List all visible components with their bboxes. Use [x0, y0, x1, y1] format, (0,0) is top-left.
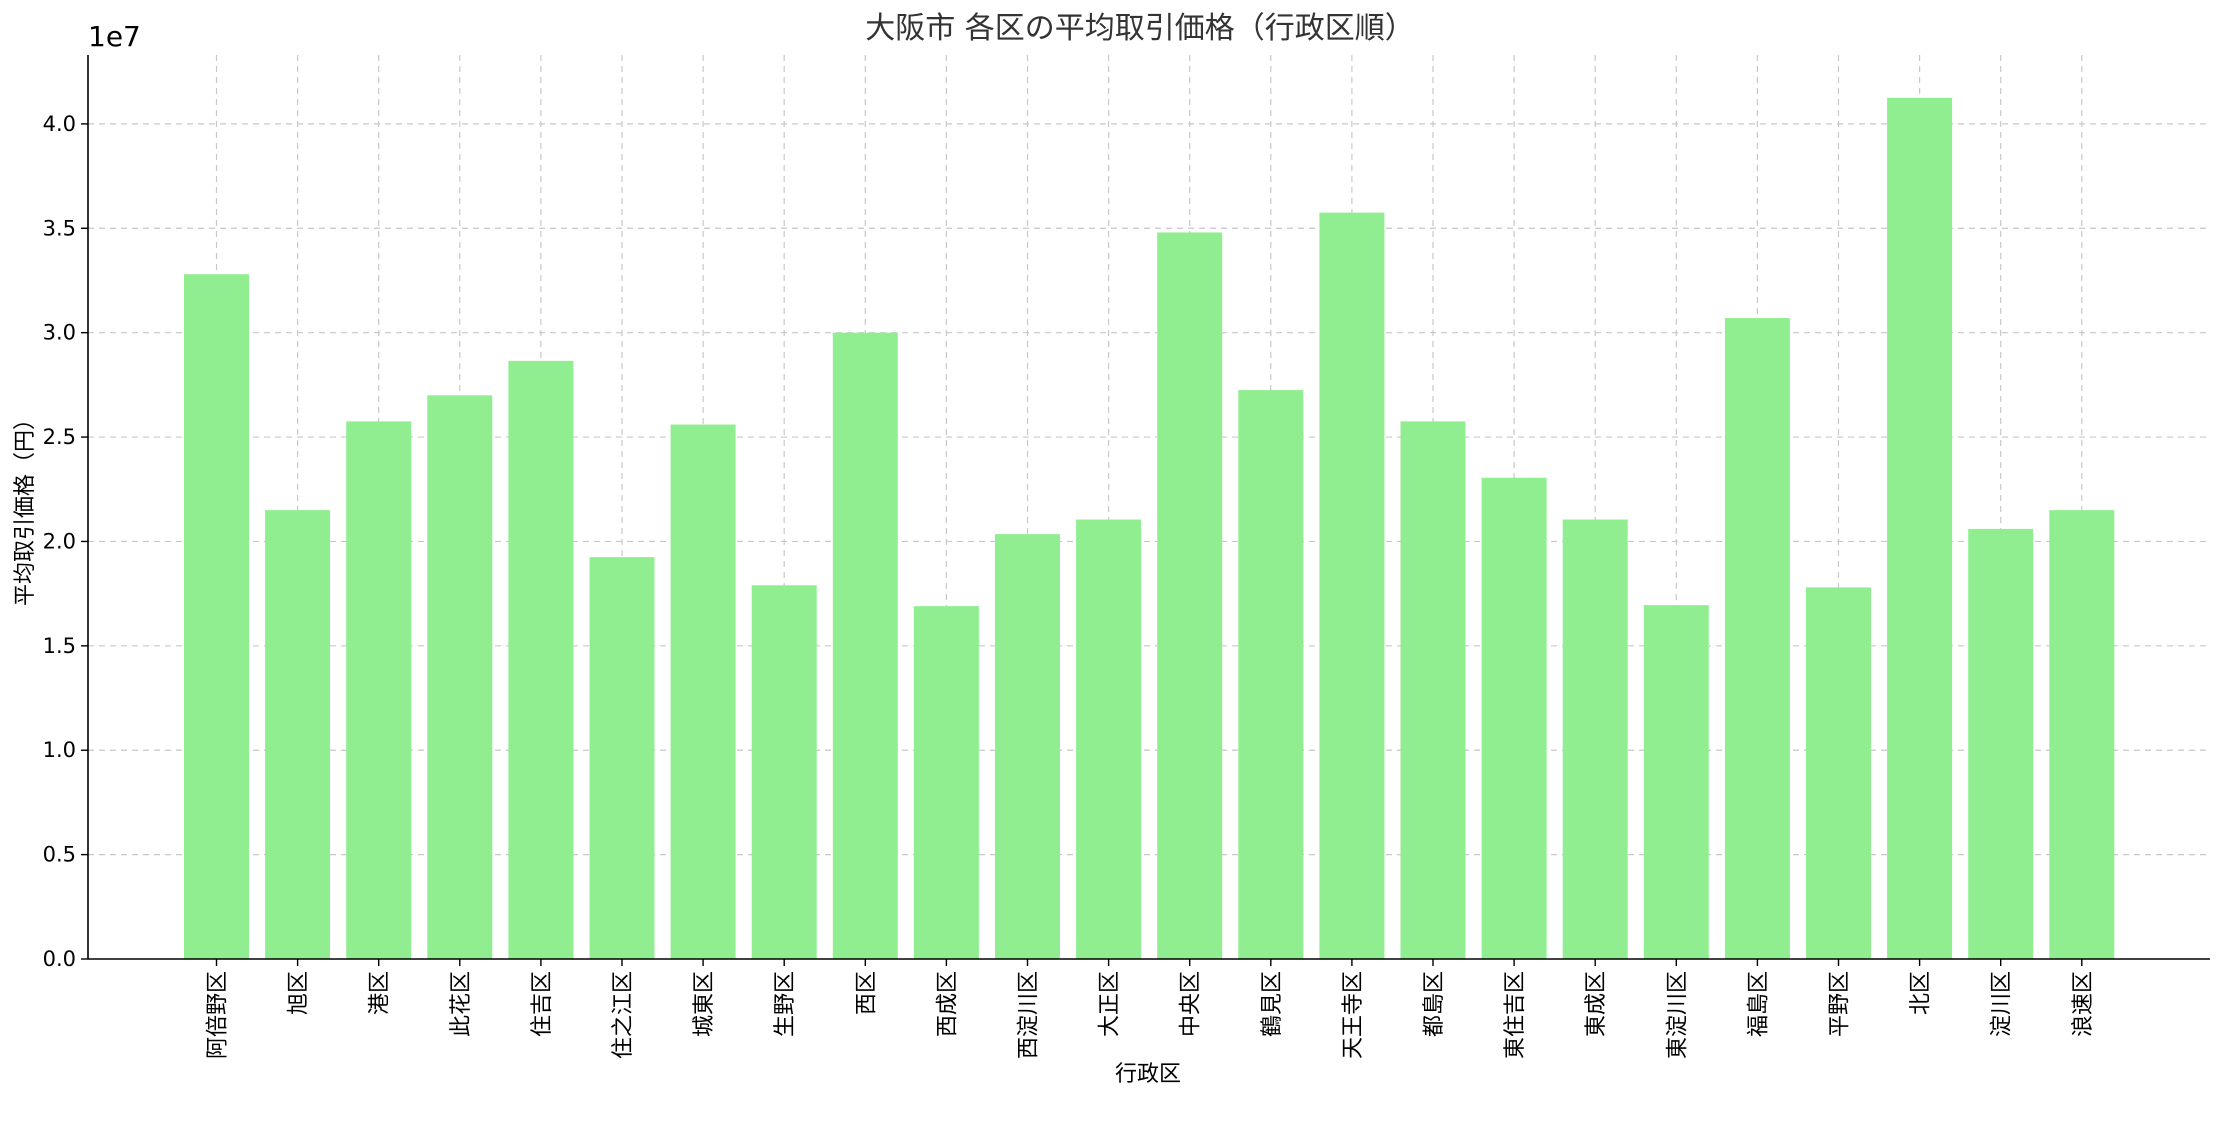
bar	[1157, 232, 1223, 959]
y-ticks-layer: 0.0 0.5 1.0 1.5 2.0 2.5 3.0 3.5 4.0	[43, 112, 88, 971]
x-tick-label: 住吉区	[530, 971, 555, 1037]
y-tick-label: 1.0	[43, 738, 76, 762]
bars-layer	[184, 97, 2115, 960]
x-tick-label: 東淀川区	[1665, 971, 1690, 1059]
bar	[1968, 528, 2034, 959]
x-tick-label: 東住吉区	[1503, 971, 1528, 1059]
y-tick-label: 4.0	[43, 112, 76, 136]
y-tick-label: 3.5	[43, 216, 76, 240]
bar	[1643, 605, 1709, 959]
x-ticks-layer: 阿倍野区 旭区 港区 此花区 住吉区 住之江区 城東区 生野区 西区 西成区 西淀川区 大正区 中央区 鶴…	[206, 959, 2096, 1059]
y-tick-label: 0.5	[43, 843, 76, 867]
bar	[670, 424, 736, 960]
x-tick-label: 西淀川区	[1017, 971, 1042, 1059]
x-tick-label: 此花区	[449, 971, 474, 1037]
x-tick-label: 西成区	[935, 971, 960, 1037]
x-tick-label: 阿倍野区	[206, 971, 231, 1059]
x-tick-label: 鶴見区	[1260, 971, 1285, 1037]
bar	[913, 606, 979, 959]
x-tick-label: 西区	[854, 971, 879, 1015]
bar	[589, 557, 655, 959]
x-tick-label: 港区	[368, 971, 393, 1015]
bar	[1724, 318, 1790, 959]
x-tick-label: 福島区	[1746, 971, 1771, 1037]
y-tick-label: 3.0	[43, 321, 76, 345]
y-tick-label: 2.0	[43, 529, 76, 553]
bar	[1562, 519, 1628, 959]
bar	[995, 534, 1060, 959]
x-tick-label: 浪速区	[2071, 971, 2096, 1037]
x-tick-label: 城東区	[692, 971, 717, 1037]
bar	[184, 274, 249, 959]
bar	[1238, 390, 1304, 959]
y-axis-offset-label: 1e7	[88, 20, 141, 53]
bar	[346, 421, 412, 959]
x-tick-label: 平野区	[1828, 971, 1853, 1037]
x-tick-label: 住之江区	[611, 971, 636, 1059]
bar	[2049, 510, 2115, 959]
x-tick-label: 大正区	[1098, 971, 1123, 1037]
bar	[1319, 212, 1385, 960]
x-tick-label: 淀川区	[1990, 971, 2015, 1037]
x-tick-label: 生野区	[773, 971, 798, 1037]
bar	[1400, 421, 1466, 959]
y-tick-label: 0.0	[43, 947, 76, 971]
chart-title: 大阪市 各区の平均取引価格（行政区順）	[865, 11, 1415, 46]
y-axis-label: 平均取引価格（円）	[13, 408, 38, 606]
x-tick-label: 東成区	[1584, 971, 1609, 1037]
y-tick-label: 1.5	[43, 634, 76, 658]
y-tick-label: 2.5	[43, 425, 76, 449]
x-tick-label: 天王寺区	[1341, 971, 1366, 1059]
bar	[832, 332, 898, 959]
axes-layer	[87, 55, 2210, 960]
bar	[751, 585, 817, 959]
bar	[1076, 519, 1142, 959]
bar	[427, 395, 493, 960]
bar	[265, 510, 331, 959]
bar	[1806, 587, 1871, 959]
bar	[1481, 477, 1547, 959]
x-axis-label: 行政区	[1115, 1062, 1181, 1087]
x-tick-label: 北区	[1909, 971, 1934, 1015]
bar	[1887, 97, 1953, 960]
bar	[508, 360, 574, 959]
x-tick-label: 都島区	[1422, 971, 1447, 1037]
x-tick-label: 旭区	[287, 971, 312, 1015]
x-tick-label: 中央区	[1179, 971, 1204, 1037]
